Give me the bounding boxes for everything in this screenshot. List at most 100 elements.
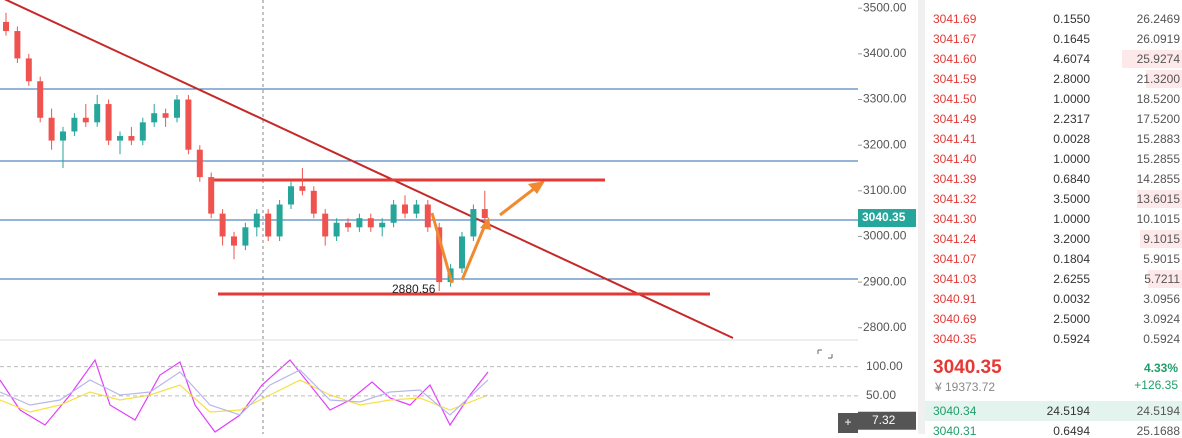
candle-body bbox=[128, 136, 134, 141]
candle-body bbox=[140, 122, 146, 140]
candle-body bbox=[334, 223, 340, 237]
order-total: 24.5194 bbox=[1137, 404, 1180, 418]
candle-body bbox=[277, 204, 283, 236]
candle-body bbox=[242, 227, 248, 245]
order-total: 26.2469 bbox=[1137, 12, 1180, 26]
order-amount: 2.8000 bbox=[1053, 72, 1090, 86]
order-price: 3041.39 bbox=[933, 172, 976, 186]
order-amount: 2.5000 bbox=[1053, 312, 1090, 326]
order-amount: 4.6074 bbox=[1053, 52, 1090, 66]
order-price: 3041.60 bbox=[933, 52, 976, 66]
candle-body bbox=[106, 104, 112, 141]
order-total: 17.5200 bbox=[1137, 112, 1180, 126]
order-amount: 1.0000 bbox=[1053, 212, 1090, 226]
candle-body bbox=[14, 31, 20, 58]
order-price: 3041.24 bbox=[933, 232, 976, 246]
candle-body bbox=[413, 204, 419, 213]
candle-body bbox=[49, 118, 55, 141]
order-price: 3041.40 bbox=[933, 152, 976, 166]
order-price: 3041.41 bbox=[933, 132, 976, 146]
candle-body bbox=[163, 113, 169, 118]
order-total: 26.0919 bbox=[1137, 32, 1180, 46]
order-total: 5.7211 bbox=[1144, 272, 1180, 286]
candle-body bbox=[71, 118, 77, 132]
candle-body bbox=[322, 214, 328, 237]
order-price: 3041.03 bbox=[933, 272, 976, 286]
candle-body bbox=[60, 131, 66, 140]
order-amount: 2.2317 bbox=[1053, 112, 1090, 126]
order-total: 15.2883 bbox=[1137, 132, 1180, 146]
order-price: 3041.69 bbox=[933, 12, 976, 26]
order-price: 3041.67 bbox=[933, 32, 976, 46]
order-amount: 2.6255 bbox=[1053, 272, 1090, 286]
order-total: 13.6015 bbox=[1137, 192, 1180, 206]
y-tick-label: 3400.00 bbox=[863, 46, 907, 60]
order-amount: 3.5000 bbox=[1053, 192, 1090, 206]
order-price: 3041.07 bbox=[933, 252, 976, 266]
order-amount: 0.0032 bbox=[1053, 292, 1090, 306]
candle-body bbox=[117, 136, 123, 141]
add-icon[interactable]: + bbox=[844, 415, 851, 429]
order-price: 3041.59 bbox=[933, 72, 976, 86]
candle-body bbox=[425, 204, 431, 227]
candle-body bbox=[185, 100, 191, 150]
order-total: 0.5924 bbox=[1143, 332, 1180, 346]
low-annotation: 2880.56 bbox=[392, 282, 436, 296]
chart: 2880.56 + 2800.00 2900.00 3000.00 3100.00 32… bbox=[0, 0, 925, 434]
candle-body bbox=[459, 236, 465, 268]
indicator-value-label: 7.32 bbox=[872, 413, 896, 427]
y-tick-label: 2800.00 bbox=[863, 320, 907, 334]
y-tick-label: 3000.00 bbox=[863, 229, 907, 243]
candle-body bbox=[26, 58, 32, 81]
candle-body bbox=[254, 214, 260, 228]
order-amount: 0.1550 bbox=[1053, 12, 1090, 26]
order-total: 10.1015 bbox=[1137, 212, 1180, 226]
order-price: 3040.31 bbox=[933, 424, 976, 438]
last-price-label: 3040.35 bbox=[862, 210, 906, 224]
order-price: 3041.30 bbox=[933, 212, 976, 226]
candle-body bbox=[311, 191, 317, 214]
order-amount: 0.6494 bbox=[1053, 424, 1090, 438]
order-total: 15.2855 bbox=[1137, 152, 1180, 166]
y-tick-label: 3200.00 bbox=[863, 137, 907, 151]
order-amount: 0.6840 bbox=[1053, 172, 1090, 186]
order-price: 3040.69 bbox=[933, 312, 976, 326]
order-price: 3041.32 bbox=[933, 192, 976, 206]
order-amount: 3.2000 bbox=[1053, 232, 1090, 246]
candle-body bbox=[299, 186, 305, 191]
order-price: 3041.49 bbox=[933, 112, 976, 126]
order-total: 25.1688 bbox=[1137, 424, 1180, 438]
candle-body bbox=[402, 204, 408, 213]
order-price: 3040.34 bbox=[933, 404, 976, 418]
candle-body bbox=[197, 150, 203, 177]
candle-body bbox=[265, 214, 271, 237]
order-amount: 0.1645 bbox=[1053, 32, 1090, 46]
candle-body bbox=[391, 204, 397, 222]
candle-body bbox=[208, 177, 214, 214]
candle-body bbox=[482, 209, 488, 218]
order-amount: 0.1804 bbox=[1053, 252, 1090, 266]
order-price: 3041.50 bbox=[933, 92, 976, 106]
order-amount: 0.0028 bbox=[1053, 132, 1090, 146]
y-tick-label: 3500.00 bbox=[863, 0, 907, 14]
change-pct: 4.33% bbox=[1144, 361, 1178, 375]
order-total: 9.1015 bbox=[1143, 232, 1180, 246]
order-amount: 24.5194 bbox=[1047, 404, 1090, 418]
order-total: 25.9274 bbox=[1137, 52, 1180, 66]
cny-price: ¥ 19373.72 bbox=[935, 380, 995, 394]
order-price: 3040.35 bbox=[933, 332, 976, 346]
order-total: 3.0956 bbox=[1143, 292, 1180, 306]
y-tick-label: 2900.00 bbox=[863, 274, 907, 288]
order-book: 3041.69 0.1550 26.2469 3041.67 0.1645 26.0919… bbox=[925, 0, 1182, 434]
order-amount: 0.5924 bbox=[1053, 332, 1090, 346]
order-total: 14.2855 bbox=[1137, 172, 1180, 186]
candle-body bbox=[37, 81, 43, 118]
candle-body bbox=[368, 218, 374, 227]
scrollbar[interactable] bbox=[918, 0, 925, 434]
order-total: 18.5200 bbox=[1137, 92, 1180, 106]
candle-body bbox=[231, 236, 237, 245]
candle-body bbox=[288, 186, 294, 204]
order-price: 3040.91 bbox=[933, 292, 976, 306]
y-tick-label: 3100.00 bbox=[863, 183, 907, 197]
